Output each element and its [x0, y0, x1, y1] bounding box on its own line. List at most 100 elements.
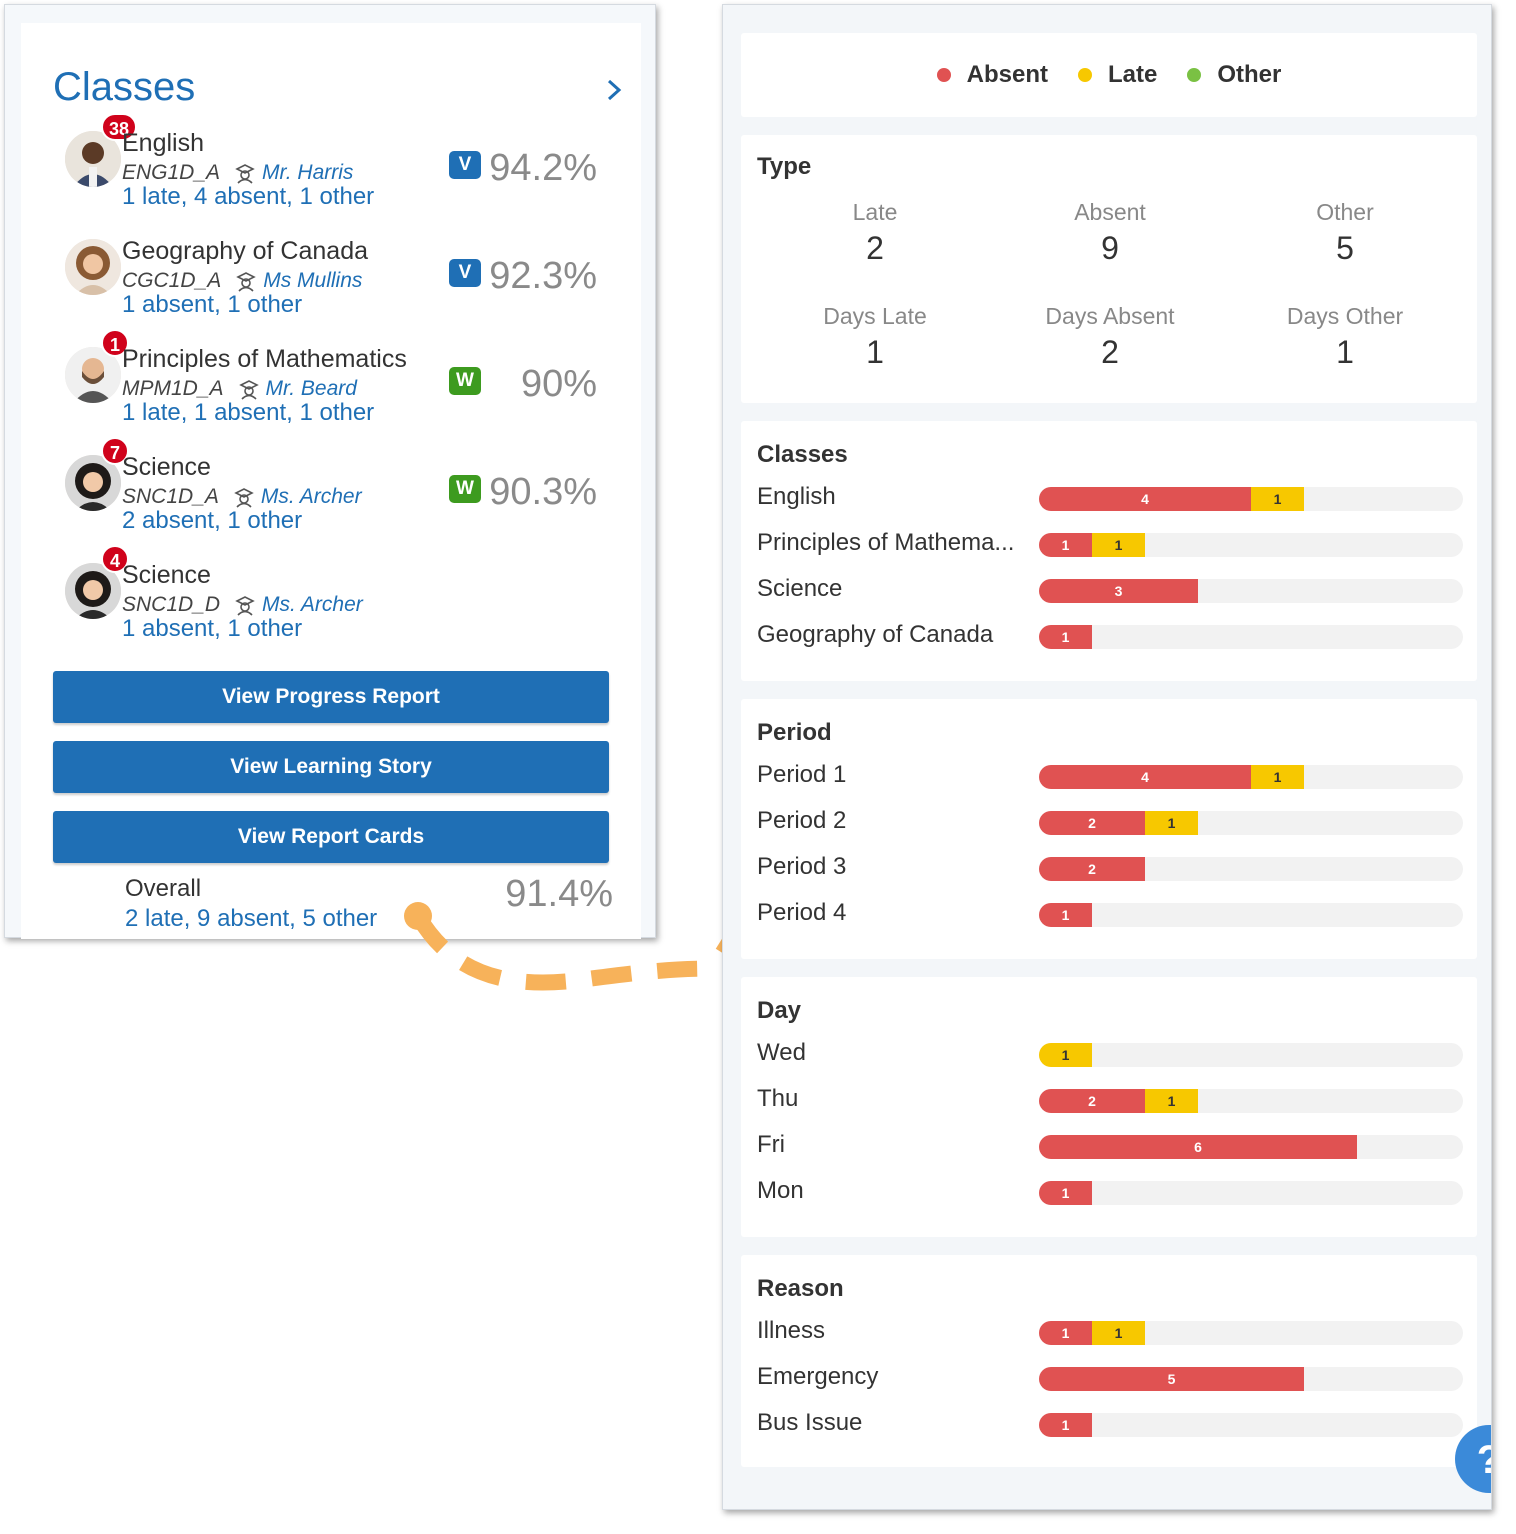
teacher-name[interactable]: Ms. Archer [262, 593, 363, 616]
stat-days-other: Days Other 1 [1227, 303, 1463, 371]
absent-segment: 4 [1039, 765, 1251, 789]
bar-track: 6 [1039, 1135, 1463, 1159]
view-learning-story-button[interactable]: View Learning Story [53, 741, 609, 793]
bar-label: Period 3 [757, 853, 847, 880]
legend-absent[interactable]: Absent [936, 61, 1048, 89]
late-segment: 1 [1092, 533, 1145, 557]
overall-label: Overall [125, 875, 202, 902]
overall-attendance-link[interactable]: 2 late, 9 absent, 5 other [125, 905, 378, 932]
absent-segment: 1 [1039, 625, 1092, 649]
class-code: SNC1D_D [122, 593, 221, 616]
bar-track: 1 [1039, 1181, 1463, 1205]
class-attendance-link[interactable]: 1 late, 1 absent, 1 other [122, 399, 375, 426]
teacher-name[interactable]: Ms. Archer [260, 485, 362, 508]
class-meta: SNC1D_A Ms. Archer [122, 485, 362, 509]
chevron-right-icon[interactable] [601, 75, 627, 105]
bar-row[interactable]: Bus Issue 1 [757, 1409, 1467, 1439]
view-progress-report-button[interactable]: View Progress Report [53, 671, 609, 723]
class-meta: SNC1D_D Ms. Archer [122, 593, 363, 617]
bar-row[interactable]: Emergency 5 [757, 1363, 1467, 1393]
legend-late[interactable]: Late [1077, 61, 1158, 89]
class-code: MPM1D_A [122, 377, 224, 400]
teacher-name[interactable]: Mr. Harris [262, 161, 354, 184]
bar-label: Wed [757, 1039, 806, 1066]
absent-segment: 2 [1039, 811, 1145, 835]
class-attendance-link[interactable]: 1 absent, 1 other [122, 615, 303, 642]
bar-track: 5 [1039, 1367, 1463, 1391]
teacher-name[interactable]: Mr. Beard [265, 377, 357, 400]
bar-row[interactable]: Period 4 1 [757, 899, 1467, 929]
class-row[interactable]: 4 Science SNC1D_D Ms. Archer 1 absent, 1 … [21, 545, 641, 645]
teacher-name[interactable]: Ms Mullins [263, 269, 363, 292]
bar-label: Mon [757, 1177, 804, 1204]
class-code: CGC1D_A [122, 269, 222, 292]
class-grade: 90% [520, 363, 597, 405]
class-grade: 90.3% [489, 471, 597, 513]
class-name[interactable]: Science [122, 561, 211, 589]
bar-label: Emergency [757, 1363, 879, 1390]
view-report-cards-button[interactable]: View Report Cards [53, 811, 609, 863]
type-title: Type [757, 153, 812, 180]
absent-segment: 1 [1039, 1181, 1092, 1205]
bar-label: Period 1 [757, 761, 847, 788]
stat-label: Days Absent [1045, 303, 1175, 329]
teacher-avatar [65, 239, 121, 295]
class-name[interactable]: Science [122, 453, 211, 481]
period-breakdown-title: Period [757, 719, 832, 746]
bar-row[interactable]: Wed 1 [757, 1039, 1467, 1069]
class-attendance-link[interactable]: 1 absent, 1 other [122, 291, 303, 318]
bar-label: Science [757, 575, 843, 602]
class-attendance-link[interactable]: 1 late, 4 absent, 1 other [122, 183, 375, 210]
legend-absent-label: Absent [966, 61, 1048, 88]
bar-row[interactable]: Period 3 2 [757, 853, 1467, 883]
classes-title: Classes [53, 65, 196, 109]
bar-label: Period 2 [757, 807, 847, 834]
class-name[interactable]: Geography of Canada [122, 237, 369, 265]
class-row[interactable]: 7 Science SNC1D_A Ms. Archer 2 absent, 1 … [21, 437, 641, 537]
grade-tag: V [449, 151, 481, 179]
reason-breakdown-card: Reason Illness 1 1 Emergency 5 Bus Issue 1 [741, 1255, 1477, 1467]
stat-days-late: Days Late 1 [757, 303, 993, 371]
bar-label: Thu [757, 1085, 799, 1112]
bar-row[interactable]: Fri 6 [757, 1131, 1467, 1161]
class-name[interactable]: English [122, 129, 204, 157]
class-row[interactable]: 38 English ENG1D_A Mr. Harris 1 late, 4 a… [21, 113, 641, 213]
day-breakdown-title: Day [757, 997, 802, 1024]
teacher-icon [235, 596, 255, 616]
bar-track: 2 [1039, 857, 1463, 881]
class-attendance-link[interactable]: 2 absent, 1 other [122, 507, 303, 534]
class-name[interactable]: Principles of Mathematics [122, 345, 407, 373]
stat-label: Days Late [823, 303, 927, 329]
class-row[interactable]: Geography of Canada CGC1D_A Ms Mullins 1… [21, 221, 641, 321]
stat-value: 9 [1101, 230, 1119, 266]
teacher-icon [236, 272, 256, 292]
absent-segment: 1 [1039, 1413, 1092, 1437]
bar-track: 1 [1039, 903, 1463, 927]
teacher-icon [234, 488, 254, 508]
overall-grade: 91.4% [505, 873, 613, 915]
bar-row[interactable]: Mon 1 [757, 1177, 1467, 1207]
absent-segment: 5 [1039, 1367, 1304, 1391]
stat-value: 2 [866, 230, 884, 266]
legend-late-label: Late [1107, 61, 1158, 88]
teacher-icon [238, 380, 259, 400]
legend-other[interactable]: Other [1187, 61, 1281, 89]
bar-row[interactable]: Science 3 [757, 575, 1467, 605]
grade-tag: W [449, 367, 481, 395]
attendance-summary-panel: Absent Late Other Type Late 2 Absent 9 O… [722, 4, 1492, 1510]
class-row[interactable]: 1 Principles of Mathematics MPM1D_A Mr. B… [21, 329, 641, 429]
absent-dot-icon [936, 68, 951, 82]
legend-card: Absent Late Other [741, 33, 1477, 117]
class-meta: MPM1D_A Mr. Beard [122, 377, 357, 401]
bar-row[interactable]: Geography of Canada 1 [757, 621, 1467, 651]
